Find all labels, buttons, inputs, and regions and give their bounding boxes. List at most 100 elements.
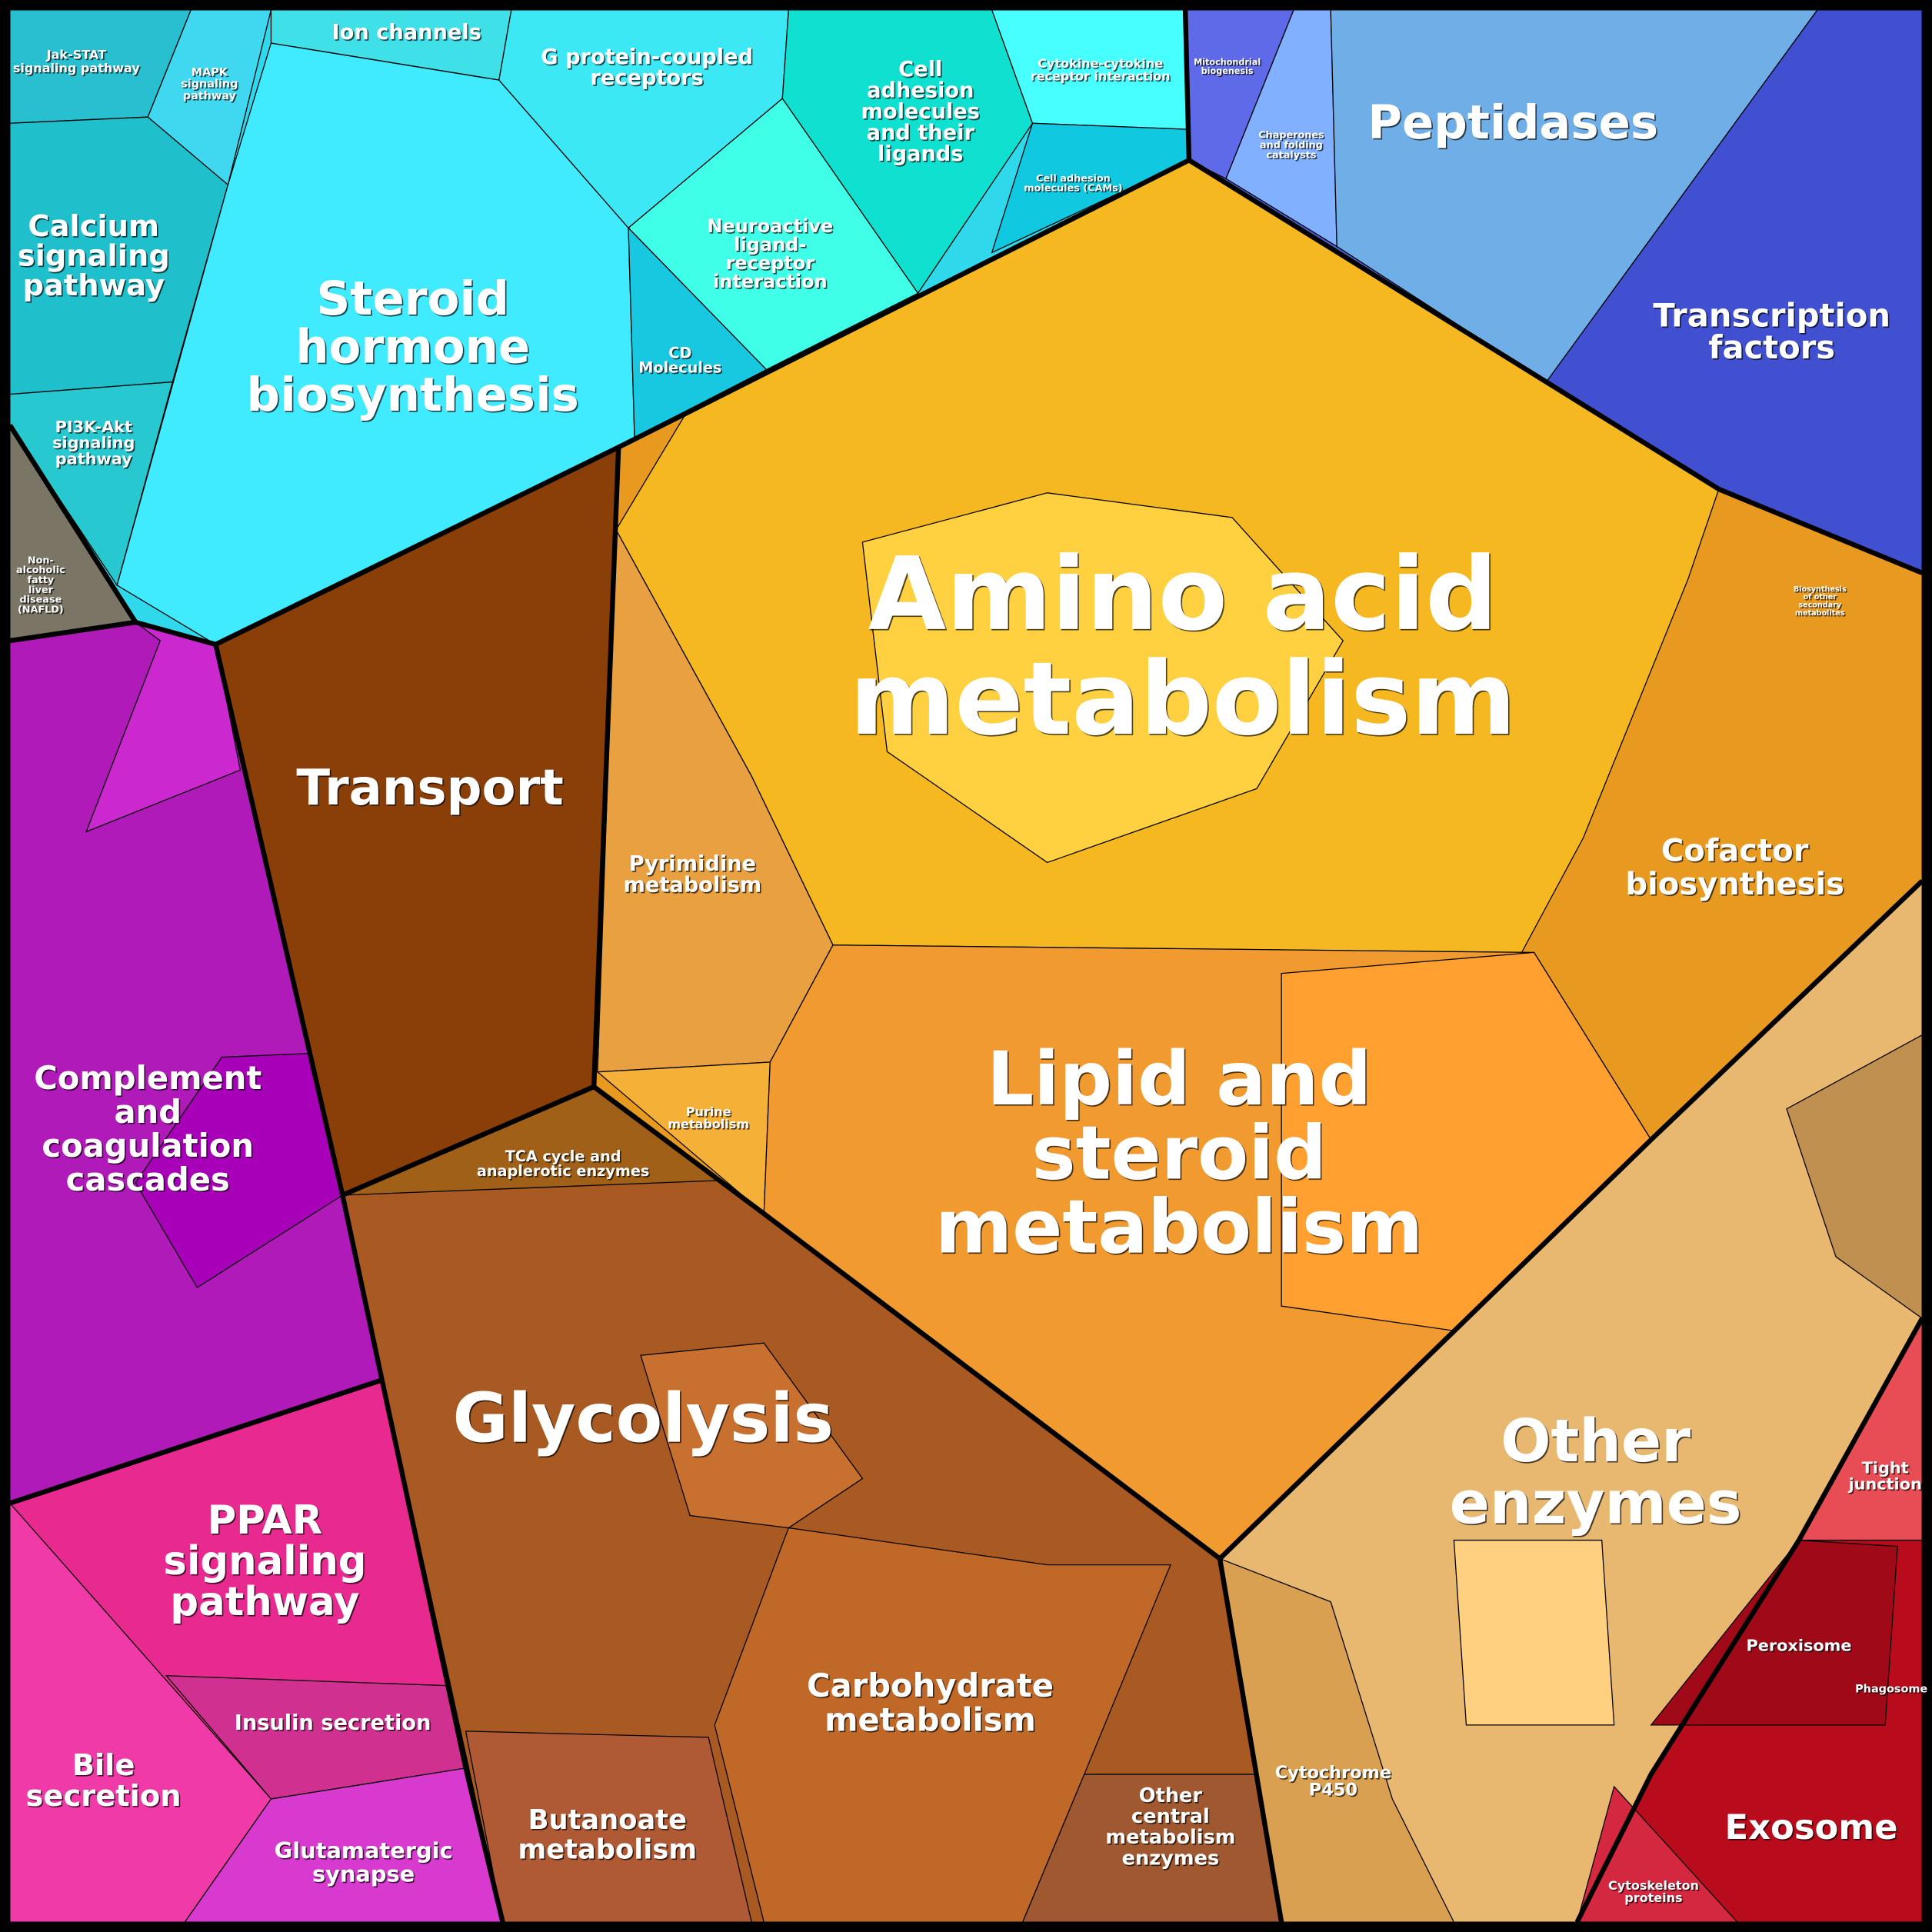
cells — [9, 9, 1923, 1923]
region-label: enzymes — [1122, 1847, 1220, 1870]
region-label: Peroxisome — [1746, 1636, 1851, 1654]
region-label: signaling pathway — [13, 61, 141, 75]
region-label: metabolism — [824, 1701, 1036, 1739]
region-label: alcoholic — [16, 565, 65, 576]
region-label: interaction — [713, 271, 828, 292]
region-label: Bile — [72, 1748, 135, 1783]
region-label: pathway — [55, 450, 132, 468]
region-label: Cofactor — [1661, 834, 1809, 869]
region-label: catalysts — [1266, 149, 1316, 161]
border — [1217, 879, 1924, 1561]
region-label: anaplerotic enzymes — [477, 1162, 649, 1180]
region-label: secondary — [1798, 601, 1841, 610]
cell — [861, 492, 1344, 864]
region-label: steroid — [1031, 1110, 1326, 1196]
region-label: metabolism — [1105, 1826, 1235, 1849]
region-label: pathway — [183, 90, 237, 102]
region-label: PI3K-Akt — [55, 418, 132, 436]
border — [1574, 1317, 1924, 1924]
region-label: fatty — [27, 575, 54, 586]
region-label: receptor interaction — [1031, 69, 1171, 84]
region-label: Complement — [34, 1059, 261, 1097]
region-label: signaling — [163, 1538, 366, 1584]
region-label: Butanoate — [528, 1804, 687, 1836]
region-label: pathway — [22, 268, 165, 303]
border — [8, 1377, 383, 1506]
region-label: Non- — [28, 555, 54, 566]
region-label: Jak-STAT — [46, 48, 106, 62]
border — [592, 1084, 1284, 1923]
cell — [1453, 1539, 1615, 1726]
region-label: Pyrimidine — [629, 852, 756, 876]
region-label: Transport — [296, 760, 563, 817]
region-label: metabolism — [850, 640, 1517, 758]
region-label: secretion — [26, 1779, 182, 1814]
border — [1188, 158, 1924, 575]
region-label: Other — [1501, 1407, 1690, 1476]
region-label: Insulin secretion — [235, 1711, 431, 1735]
region-label: Cytochrome — [1275, 1763, 1391, 1783]
region-label: ligands — [878, 142, 964, 166]
region-label: adhesion — [867, 78, 974, 102]
region-label: Other — [1139, 1784, 1203, 1807]
region-label: Mitochondrial — [1194, 58, 1261, 68]
region-label: and their — [867, 121, 975, 145]
region-label: metabolism — [935, 1184, 1423, 1270]
region-label: Glutamatergic — [275, 1837, 453, 1864]
region-label: biogenesis — [1201, 66, 1254, 76]
region-label: Transcription — [1653, 296, 1890, 334]
region-label: Chaperones — [1258, 130, 1324, 142]
region-label: proteins — [1624, 1890, 1682, 1905]
region-label: Carbohydrate — [807, 1667, 1054, 1704]
region-label: Glycolysis — [453, 1378, 834, 1457]
region-label: (NAFLD) — [18, 605, 64, 616]
region-label: junction — [1847, 1474, 1921, 1493]
border — [9, 9, 1192, 648]
region-label: P450 — [1309, 1780, 1357, 1800]
region-label: hormone — [295, 320, 530, 375]
region-label: Cytokine-cytokine — [1038, 56, 1163, 71]
region-label: G protein-coupled — [541, 45, 753, 69]
region-label: Cell adhesion — [1036, 173, 1111, 185]
region-label: Amino acid — [868, 535, 1498, 653]
region-label: ligand- — [734, 234, 806, 255]
region-label: factors — [1708, 328, 1835, 366]
region-label: of other — [1804, 593, 1837, 601]
region-label: synapse — [312, 1860, 415, 1887]
region-label: enzymes — [1450, 1469, 1742, 1537]
region-label: metabolism — [624, 873, 762, 897]
region-label: Calcium — [28, 209, 159, 244]
region-label: signaling — [52, 434, 135, 452]
region-label: molecules — [861, 100, 980, 124]
region-label: Neuroactive — [707, 215, 833, 237]
cell — [640, 1342, 864, 1529]
region-label: Peptidases — [1367, 95, 1658, 150]
region-label: metabolites — [1795, 609, 1845, 618]
region-label: pathway — [170, 1579, 359, 1625]
region-label: receptor — [725, 252, 814, 274]
region-label: receptors — [590, 66, 703, 90]
region-label: liver — [28, 585, 54, 596]
region-label: cascades — [66, 1161, 230, 1198]
region-label: Molecules — [638, 359, 721, 377]
region-label: Exosome — [1724, 1807, 1897, 1847]
region-label: Phagosome — [1855, 1683, 1927, 1695]
region-label: TCA cycle and — [505, 1148, 621, 1165]
region-label: Lipid and — [987, 1036, 1371, 1122]
region-label: disease — [19, 595, 62, 606]
region-label: signaling — [18, 238, 170, 273]
region-label: Steroid — [316, 271, 508, 326]
cell — [135, 1053, 344, 1289]
border — [8, 423, 138, 624]
region-label: Purine — [686, 1104, 731, 1119]
region-label: molecules (CAMs) — [1024, 183, 1122, 195]
region-label: Cytoskeleton — [1608, 1878, 1699, 1893]
region-label: Ion channels — [332, 21, 481, 45]
region-label: signaling — [181, 78, 238, 91]
region-label: Tight — [1862, 1459, 1909, 1477]
region-label: metabolism — [668, 1117, 749, 1131]
